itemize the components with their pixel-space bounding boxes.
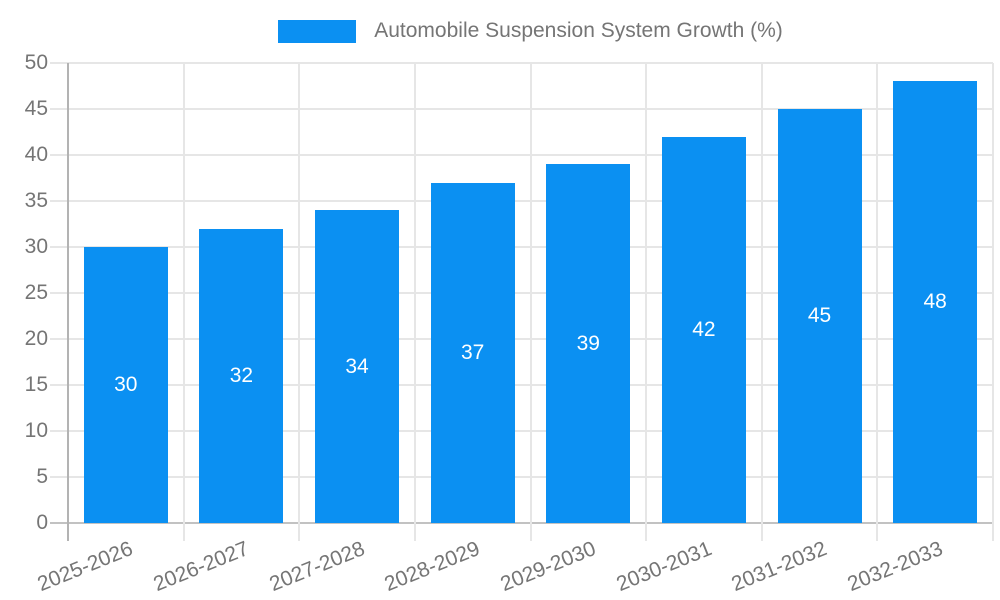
y-tick-label: 0 <box>36 511 48 534</box>
bar-value-label: 32 <box>229 363 254 387</box>
h-gridline <box>50 62 993 64</box>
chart-legend[interactable]: Automobile Suspension System Growth (%) <box>68 17 993 45</box>
x-axis-baseline <box>50 522 993 524</box>
bar-value-label: 37 <box>461 340 485 364</box>
y-tick-label: 25 <box>24 281 48 304</box>
bar[interactable]: 45 <box>777 109 862 523</box>
v-gridline <box>876 63 879 541</box>
h-gridline <box>50 154 993 156</box>
legend-swatch <box>278 19 357 43</box>
bar[interactable]: 30 <box>83 247 168 523</box>
x-tick-label: 2026-2027 <box>150 537 253 596</box>
bar-value-label: 34 <box>345 354 369 378</box>
x-tick-label: 2027-2028 <box>265 537 368 596</box>
y-tick-label: 20 <box>24 327 48 350</box>
legend-label: Automobile Suspension System Growth (%) <box>374 19 783 42</box>
v-gridline <box>992 63 994 541</box>
bar-value-label: 39 <box>576 331 600 355</box>
v-gridline <box>760 63 763 541</box>
y-tick-label: 30 <box>24 235 48 258</box>
v-gridline <box>182 63 185 541</box>
h-gridline <box>50 108 993 110</box>
v-gridline <box>645 63 648 541</box>
y-tick-label: 35 <box>24 189 48 212</box>
bar[interactable]: 42 <box>661 136 746 523</box>
x-tick-label: 2032-2033 <box>844 537 946 596</box>
bar-value-label: 30 <box>114 373 138 396</box>
y-axis-line <box>67 63 69 541</box>
y-tick-label: 15 <box>24 373 48 396</box>
y-tick-label: 10 <box>24 419 48 442</box>
h-gridline <box>50 338 993 340</box>
y-tick-label: 5 <box>36 465 48 488</box>
h-gridline <box>50 476 993 478</box>
x-tick-label: 2030-2031 <box>612 537 715 596</box>
h-gridline <box>50 292 993 294</box>
plot-area: 30 32 34 37 39 42 45 48 <box>68 63 993 523</box>
h-gridline <box>50 430 993 432</box>
bar[interactable]: 34 <box>315 210 400 523</box>
y-tick-label: 50 <box>24 51 48 74</box>
bar-value-label: 42 <box>692 317 716 341</box>
h-gridline <box>50 384 993 386</box>
bar-value-label: 45 <box>807 304 832 327</box>
bar[interactable]: 39 <box>546 164 631 523</box>
v-gridline <box>529 63 532 541</box>
y-tick-label: 45 <box>24 97 48 120</box>
y-tick-label: 40 <box>24 143 48 166</box>
bar[interactable]: 32 <box>199 228 284 523</box>
x-tick-label: 2029-2030 <box>497 537 599 596</box>
bar[interactable]: 48 <box>893 81 978 523</box>
bar-value-label: 48 <box>923 290 947 314</box>
h-gridline <box>50 246 993 248</box>
h-gridline <box>50 200 993 202</box>
v-gridline <box>413 63 416 541</box>
x-tick-label: 2025-2026 <box>34 537 137 596</box>
x-tick-label: 2028-2029 <box>381 537 484 596</box>
v-gridline <box>298 63 301 541</box>
bar[interactable]: 37 <box>430 182 515 523</box>
x-tick-label: 2031-2032 <box>728 537 831 596</box>
